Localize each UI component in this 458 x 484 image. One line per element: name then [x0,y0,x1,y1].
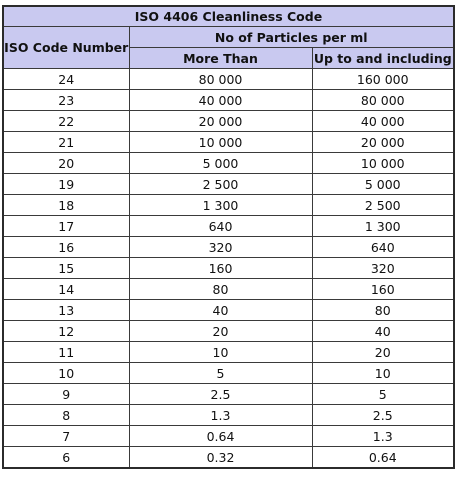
cell-up-to: 10 000 [311,152,455,174]
table-row: 19 2 500 5 000 [2,173,455,195]
cell-up-to: 2 500 [311,194,455,216]
cell-up-to: 2.5 [311,404,455,426]
cell-iso-code: 23 [2,89,130,111]
cell-more-than: 20 [128,320,313,342]
cell-more-than: 10 [128,341,313,363]
cell-more-than: 5 [128,362,313,384]
col-header-iso-code: ISO Code Number [2,26,130,69]
cell-iso-code: 17 [2,215,130,237]
cell-up-to: 40 000 [311,110,455,132]
table-title: ISO 4406 Cleanliness Code [2,5,455,27]
cell-up-to: 5 000 [311,173,455,195]
table-row: 14 80 160 [2,278,455,300]
cell-up-to: 640 [311,236,455,258]
cell-more-than: 80 000 [128,68,313,90]
cell-more-than: 5 000 [128,152,313,174]
cell-iso-code: 20 [2,152,130,174]
table-row: 13 40 80 [2,299,455,321]
table-row: 20 5 000 10 000 [2,152,455,174]
table-row: 6 0.32 0.64 [2,446,455,469]
cell-more-than: 0.64 [128,425,313,447]
cell-iso-code: 16 [2,236,130,258]
col-group-header-particles: No of Particles per ml [128,26,455,48]
table-row: 23 40 000 80 000 [2,89,455,111]
table-row: 21 10 000 20 000 [2,131,455,153]
cell-more-than: 1 300 [128,194,313,216]
cell-iso-code: 24 [2,68,130,90]
table-title-row: ISO 4406 Cleanliness Code [2,5,455,27]
cell-up-to: 160 000 [311,68,455,90]
table-body: 24 80 000 160 000 23 40 000 80 000 22 20 000 40 … [2,68,455,469]
cell-iso-code: 7 [2,425,130,447]
table-row: 9 2.5 5 [2,383,455,405]
cell-iso-code: 8 [2,404,130,426]
cell-up-to: 10 [311,362,455,384]
table-row: 7 0.64 1.3 [2,425,455,447]
cell-more-than: 40 000 [128,89,313,111]
cell-up-to: 320 [311,257,455,279]
col-header-up-to: Up to and including [311,47,455,69]
cell-up-to: 20 000 [311,131,455,153]
table-row: 8 1.3 2.5 [2,404,455,426]
cell-up-to: 40 [311,320,455,342]
cell-iso-code: 14 [2,278,130,300]
cell-iso-code: 18 [2,194,130,216]
cell-more-than: 1.3 [128,404,313,426]
cell-more-than: 40 [128,299,313,321]
cell-up-to: 5 [311,383,455,405]
cell-more-than: 20 000 [128,110,313,132]
table-row: 15 160 320 [2,257,455,279]
cell-iso-code: 9 [2,383,130,405]
cell-more-than: 0.32 [128,446,313,469]
cell-more-than: 2 500 [128,173,313,195]
table-row: 16 320 640 [2,236,455,258]
table-row: 18 1 300 2 500 [2,194,455,216]
table-row: 24 80 000 160 000 [2,68,455,90]
cell-iso-code: 12 [2,320,130,342]
header-row-2: More Than Up to and including [3,47,455,69]
cell-iso-code: 13 [2,299,130,321]
table-row: 22 20 000 40 000 [2,110,455,132]
cell-more-than: 160 [128,257,313,279]
cell-iso-code: 22 [2,110,130,132]
table-row: 17 640 1 300 [2,215,455,237]
cell-up-to: 1.3 [311,425,455,447]
cell-more-than: 80 [128,278,313,300]
cell-iso-code: 21 [2,131,130,153]
cell-iso-code: 15 [2,257,130,279]
table-row: 11 10 20 [2,341,455,363]
cell-up-to: 0.64 [311,446,455,469]
cell-iso-code: 19 [2,173,130,195]
cell-more-than: 10 000 [128,131,313,153]
cell-up-to: 160 [311,278,455,300]
cell-up-to: 80 000 [311,89,455,111]
col-header-more-than: More Than [128,47,313,69]
cell-iso-code: 6 [2,446,130,469]
cell-more-than: 320 [128,236,313,258]
iso-4406-table: ISO 4406 Cleanliness Code ISO Code Numbe… [2,5,455,469]
cell-more-than: 640 [128,215,313,237]
cell-up-to: 1 300 [311,215,455,237]
cell-iso-code: 10 [2,362,130,384]
table-row: 10 5 10 [2,362,455,384]
cell-more-than: 2.5 [128,383,313,405]
cleanliness-table-container: ISO 4406 Cleanliness Code ISO Code Numbe… [2,5,455,469]
cell-up-to: 20 [311,341,455,363]
table-row: 12 20 40 [2,320,455,342]
cell-up-to: 80 [311,299,455,321]
cell-iso-code: 11 [2,341,130,363]
header-row-1: ISO Code Number No of Particles per ml [2,26,455,69]
